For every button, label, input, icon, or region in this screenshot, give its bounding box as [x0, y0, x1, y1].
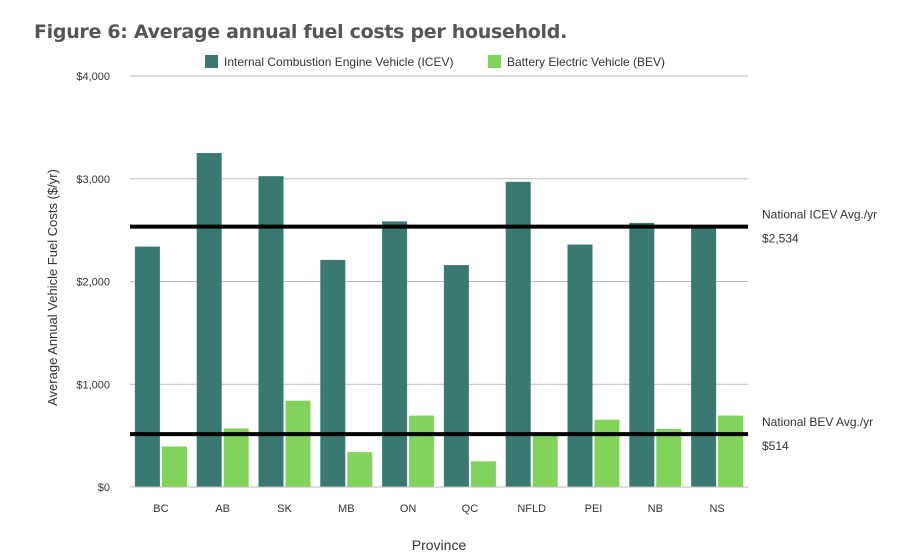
icev-bar-nb — [629, 222, 655, 487]
bev-bar-nfld — [532, 433, 558, 487]
legend-label-icev: Internal Combustion Engine Vehicle (ICEV… — [224, 55, 453, 69]
bev-bar-ab — [223, 428, 249, 487]
legend-swatch-icev — [205, 55, 218, 68]
icev-bar-on — [382, 221, 408, 488]
legend-swatch-bev — [488, 55, 501, 68]
x-tick-label: SK — [277, 503, 292, 515]
national-icev-average-label: National ICEV Avg./yr — [762, 208, 877, 222]
x-tick-label: NFLD — [517, 503, 546, 515]
national-bev-average-value: $514 — [762, 439, 789, 453]
national-icev-average-value: $2,534 — [762, 232, 799, 246]
y-tick-label: $1,000 — [76, 379, 110, 391]
icev-bar-bc — [134, 246, 160, 487]
bev-bar-mb — [347, 452, 373, 487]
x-tick-label: NS — [709, 503, 724, 515]
x-tick-label: PEI — [585, 503, 603, 515]
y-axis-title: Average Annual Vehicle Fuel Costs ($/yr) — [45, 169, 60, 406]
y-tick-label: $2,000 — [76, 277, 110, 289]
icev-bar-ab — [196, 153, 222, 487]
x-tick-label: NB — [648, 503, 663, 515]
y-tick-label: $3,000 — [76, 174, 110, 186]
chart-title: Figure 6: Average annual fuel costs per … — [34, 21, 567, 43]
icev-bar-sk — [258, 176, 284, 487]
bev-bar-bc — [161, 446, 187, 487]
bev-bar-pei — [594, 419, 620, 487]
x-axis-title: Province — [412, 537, 467, 553]
x-tick-label: BC — [153, 503, 168, 515]
x-tick-label: MB — [338, 503, 355, 515]
x-tick-label: QC — [462, 503, 479, 515]
icev-bar-qc — [443, 265, 469, 487]
legend-label-bev: Battery Electric Vehicle (BEV) — [507, 55, 665, 69]
bev-bar-on — [409, 415, 435, 487]
icev-bar-pei — [567, 244, 593, 487]
bev-bar-ns — [718, 415, 744, 487]
x-tick-label: AB — [215, 503, 230, 515]
bev-bar-sk — [285, 400, 311, 487]
x-tick-label: ON — [400, 503, 417, 515]
icev-bar-mb — [320, 259, 346, 487]
national-bev-average-label: National BEV Avg./yr — [762, 415, 873, 429]
bev-bar-qc — [470, 461, 496, 487]
y-tick-label: $4,000 — [76, 71, 110, 83]
bev-bar-nb — [656, 428, 682, 487]
y-tick-label: $0 — [98, 482, 110, 494]
icev-bar-ns — [691, 226, 717, 487]
